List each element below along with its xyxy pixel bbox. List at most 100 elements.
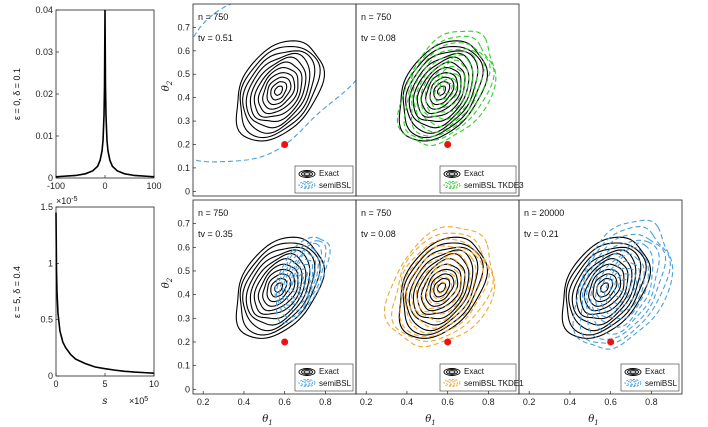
- x-tick-label: 0.4: [238, 397, 251, 407]
- y-tick-label: 0.04: [35, 5, 53, 15]
- legend-entry-exact: Exact: [319, 169, 340, 178]
- legend-entry-exact: Exact: [464, 367, 485, 376]
- exact-contour: [273, 85, 283, 96]
- exact-contour: [253, 258, 303, 315]
- legend-approx-swatch: [301, 182, 313, 188]
- approx-contour: [412, 48, 485, 133]
- x-tick-label: 10: [149, 379, 159, 389]
- legend-entry-approx: semiBSL TKDE1: [464, 379, 524, 388]
- exact-contour: [433, 277, 451, 298]
- approx-contour: [294, 268, 308, 289]
- exact-contour: [242, 50, 316, 134]
- exact-contour: [408, 249, 474, 326]
- exact-contour: [253, 61, 303, 118]
- y-tick-label: 0: [185, 186, 190, 196]
- exact-contour: [266, 76, 292, 106]
- approx-contour: [399, 238, 490, 338]
- x-tick-label: 0.8: [482, 397, 495, 407]
- approx-contour: [613, 273, 633, 298]
- legend-approx-swatch: [301, 380, 313, 386]
- true-parameter-point: [444, 140, 452, 148]
- y-tick-label: 0.7: [177, 22, 190, 32]
- approx-contour: [420, 263, 462, 309]
- y-tick-label: 0.7: [177, 219, 190, 229]
- legend-exact-swatch: [298, 368, 316, 376]
- tv-distance-label: tv = 0.08: [361, 33, 396, 43]
- y-tick-label: 1: [48, 258, 53, 268]
- legend-entry-exact: Exact: [645, 367, 666, 376]
- approx-contour: [433, 72, 462, 105]
- approx-contour: [281, 246, 319, 306]
- plot-frame: [355, 3, 520, 197]
- legend-exact-swatch: [443, 368, 461, 376]
- y-tick-label: 0.5: [40, 315, 53, 325]
- exact-contour: [436, 85, 446, 96]
- x-axis-label: θ1: [262, 414, 273, 427]
- kernel-curve: [55, 9, 155, 178]
- x-tick-label: 0.6: [441, 397, 454, 407]
- exact-contour: [270, 81, 288, 101]
- true-parameter-point: [444, 338, 452, 346]
- legend: Exact semiBSL: [620, 363, 680, 392]
- approx-contour: [586, 239, 660, 335]
- y-tick-label: 0.2: [177, 337, 190, 347]
- y-tick-label: 0.03: [35, 47, 53, 57]
- y-tick-label: 0.1: [177, 361, 190, 371]
- exact-contour: [239, 46, 321, 139]
- legend-entry-exact: Exact: [319, 367, 340, 376]
- approx-contour: [572, 219, 674, 350]
- y-tick-label: 0.6: [177, 242, 190, 252]
- x-tick-label: 0.8: [319, 397, 332, 407]
- exact-contour: [405, 50, 479, 134]
- y-axis-label: θ2: [161, 277, 174, 288]
- exact-contour: [436, 282, 446, 293]
- y-tick-label: 0.4: [177, 290, 190, 300]
- legend-entry-approx: semiBSL: [319, 181, 352, 190]
- approx-contour: [297, 272, 305, 284]
- legend-entry-exact: Exact: [464, 169, 485, 178]
- x-tick-label: 0.6: [604, 397, 617, 407]
- approx-contour: [274, 236, 331, 324]
- exact-contour: [242, 246, 316, 332]
- exact-contour: [239, 242, 321, 336]
- approx-contour: [403, 35, 495, 141]
- approx-contour: [410, 42, 491, 137]
- legend-approx-swatch: [303, 183, 311, 187]
- approx-contour: [193, 4, 356, 163]
- exact-contour: [257, 67, 299, 115]
- exact-contour: [273, 282, 283, 293]
- x-axis-label: θ1: [588, 414, 599, 427]
- y-axis-label: θ2: [161, 80, 174, 91]
- exact-contour: [262, 268, 296, 307]
- legend-exact-swatch: [446, 369, 458, 375]
- contour-panel-bottom-2: n = 750 tv = 0.08 0.2 0.4 0.6 0.8 θ1 Exact semiB…: [355, 199, 524, 427]
- x-tick-label: 0.8: [645, 397, 658, 407]
- legend-approx-swatch: [446, 380, 458, 386]
- approx-contour: [396, 30, 497, 147]
- contour-panel-bottom-3: n = 20000 tv = 0.21 0.2 0.4 0.6 0.8 θ1 Exact sem…: [518, 199, 683, 427]
- contour-panel-top-1: n = 750 tv = 0.51 0 0.1 0.2 0.3 0.4 0.5 0.6 0.7 θ2…: [161, 3, 357, 197]
- plot-area: [396, 30, 497, 147]
- exact-contour: [571, 249, 637, 326]
- x-tick-label: 5: [102, 379, 107, 389]
- approx-contour: [284, 252, 317, 303]
- tv-distance-label: tv = 0.51: [198, 33, 233, 43]
- legend-exact-swatch: [303, 172, 311, 176]
- x-tick-label: 0: [53, 379, 58, 389]
- approx-contour: [278, 242, 323, 312]
- tv-distance-label: tv = 0.08: [361, 229, 396, 239]
- exact-contour: [568, 246, 642, 332]
- legend-exact-swatch: [443, 170, 461, 178]
- approx-contour: [406, 250, 477, 329]
- legend-exact-swatch: [627, 369, 639, 375]
- legend-exact-swatch: [448, 370, 456, 374]
- legend-exact-swatch: [301, 171, 313, 177]
- exact-contour: [583, 263, 625, 312]
- exact-contour: [592, 273, 618, 303]
- true-parameter-point: [281, 140, 289, 148]
- approx-contour: [416, 257, 467, 315]
- legend-exact-swatch: [624, 368, 642, 376]
- approx-contour: [420, 54, 474, 120]
